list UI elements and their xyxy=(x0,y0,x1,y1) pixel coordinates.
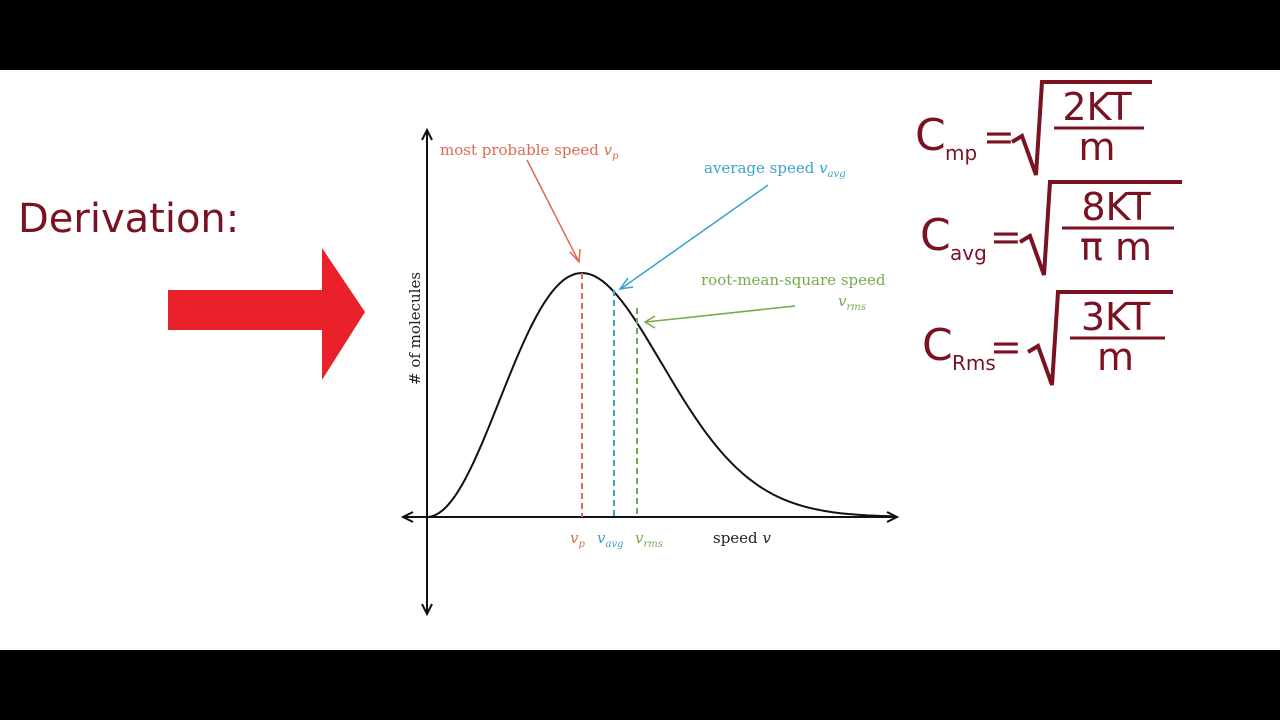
annotation-subscript: rms xyxy=(846,302,865,313)
slide-background xyxy=(0,70,1280,650)
x-mark-symbol: v xyxy=(597,529,606,547)
speed-lines xyxy=(581,273,638,517)
title: Derivation: xyxy=(18,196,239,242)
formula-subscript: mp xyxy=(945,141,977,165)
annotation: most probable speed vp xyxy=(440,141,619,162)
formula-subscript: avg xyxy=(950,241,987,265)
x-mark-subscript: rms xyxy=(643,539,662,550)
formula-symbol: C xyxy=(915,110,946,161)
formula-numerator: 2KT xyxy=(1062,85,1132,129)
annotation-subscript: p xyxy=(612,151,619,162)
sqrt-sign xyxy=(1018,180,1182,276)
annotation-symbol-line: vrms xyxy=(838,292,866,313)
annotation-text: most probable speed xyxy=(440,141,599,159)
x-axis-symbol: v xyxy=(762,529,771,547)
formula-denominator: m xyxy=(1097,335,1134,379)
formula-symbol: C xyxy=(920,210,951,261)
annotation-symbol: v xyxy=(604,141,613,159)
annotation-symbol: v xyxy=(819,159,828,177)
formula-relation: = xyxy=(990,215,1022,259)
formula-numerator: 3KT xyxy=(1081,295,1151,339)
formula-subscript: Rms xyxy=(952,351,996,375)
sqrt-sign xyxy=(1010,80,1152,176)
x-mark-subscript: avg xyxy=(605,539,623,550)
annotation-arrows xyxy=(526,159,796,329)
annotation-text: average speed xyxy=(704,159,815,177)
x-mark: vrms xyxy=(635,529,663,550)
annotation: average speed vavg xyxy=(704,159,846,180)
formula-relation: = xyxy=(983,115,1015,159)
axes xyxy=(400,127,900,617)
x-mark-symbol: v xyxy=(570,529,579,547)
sqrt-sign xyxy=(1026,290,1173,386)
x-mark-subscript: p xyxy=(578,539,585,550)
formula-denominator: π m xyxy=(1080,225,1152,269)
formula-symbol: C xyxy=(922,320,953,371)
red-arrow xyxy=(168,248,365,380)
distribution-curve xyxy=(426,271,896,518)
x-axis-text: speed xyxy=(713,529,758,547)
formula-numerator: 8KT xyxy=(1081,185,1151,229)
x-mark-symbol: v xyxy=(635,529,644,547)
annotation-subscript: avg xyxy=(828,169,846,180)
formula-relation: = xyxy=(990,325,1022,369)
y-axis-label: # of molecules xyxy=(406,272,424,385)
x-mark: vavg xyxy=(597,529,624,550)
formula-denominator: m xyxy=(1078,125,1115,169)
x-axis-label: speed v xyxy=(713,529,771,547)
x-mark: vp xyxy=(570,529,585,550)
annotation-text: root-mean-square speed xyxy=(701,271,886,289)
annotation-symbol: v xyxy=(838,292,847,310)
